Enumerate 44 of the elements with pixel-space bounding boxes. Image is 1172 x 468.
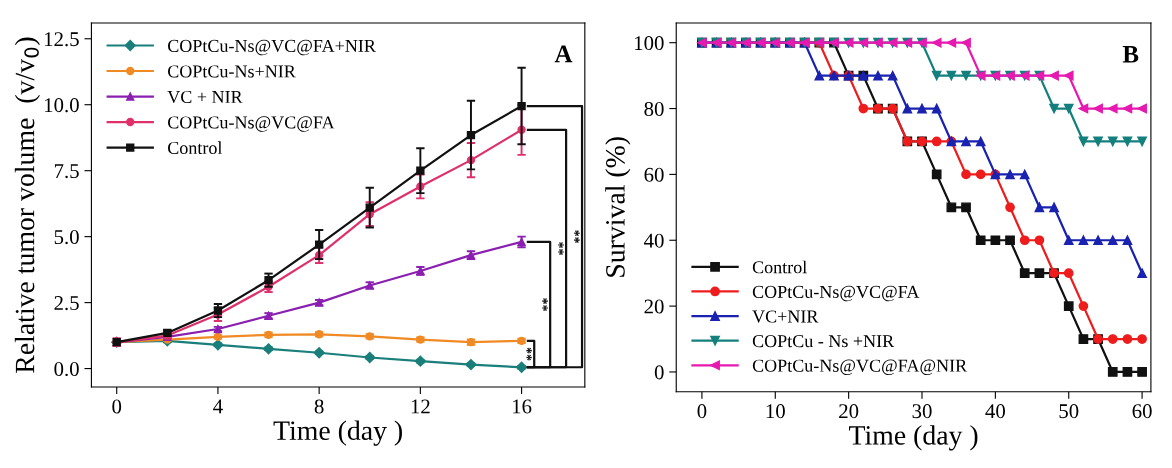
y-tick-label: 0 <box>654 365 664 380</box>
legend-label: Control <box>752 260 807 274</box>
x-tick-label: 8 <box>314 399 324 414</box>
annotation: ** <box>542 298 548 311</box>
y-tick-label: 0.0 <box>54 361 79 377</box>
legend-label: COPtCu-Ns@VC@FA <box>752 285 920 302</box>
annotation: A <box>554 45 573 63</box>
annotation: ** <box>574 230 580 244</box>
legend-label: COPtCu-Ns+NIR <box>167 65 296 78</box>
x-axis-title: Time (day ) <box>273 420 402 446</box>
annotation: ** <box>558 242 564 255</box>
legend-label: VC+NIR <box>752 310 819 323</box>
legend-label: COPtCu-Ns@VC@FA@NIR <box>752 359 968 376</box>
y-axis-title: Relative tumor volume (v/v$_{0}$) <box>14 37 41 373</box>
x-tick-label: 40 <box>985 404 1005 419</box>
x-tick-label: 50 <box>1059 404 1079 419</box>
legend-label: COPtCu-Ns@VC@FA <box>167 116 335 132</box>
legend-label: Control <box>167 141 223 155</box>
x-tick-label: 10 <box>766 404 785 419</box>
legend-label: VC + NIR <box>167 90 243 104</box>
x-tick-label: 16 <box>512 399 532 414</box>
y-tick-label: 12.5 <box>44 32 79 47</box>
annotation: ** <box>526 347 532 361</box>
y-tick-label: 20 <box>644 299 664 314</box>
x-tick-label: 12 <box>411 399 430 414</box>
x-tick-label: 30 <box>912 404 932 419</box>
y-tick-label: 80 <box>644 101 664 116</box>
legend-label: COPtCu-Ns@VC@FA+NIR <box>167 39 376 56</box>
x-tick-label: 0 <box>112 399 122 414</box>
x-tick-label: 20 <box>839 404 859 419</box>
y-tick-label: 2.5 <box>54 296 79 311</box>
y-axis-title: Survival (%) <box>605 137 631 277</box>
x-axis-title: Time (day ) <box>849 425 978 451</box>
x-tick-label: 60 <box>1132 404 1152 419</box>
annotation: B <box>1122 46 1139 63</box>
y-tick-label: 60 <box>644 167 664 182</box>
y-tick-label: 7.5 <box>54 164 79 179</box>
y-tick-label: 100 <box>635 36 664 51</box>
y-tick-label: 40 <box>644 233 664 248</box>
x-tick-label: 4 <box>213 399 223 414</box>
x-tick-label: 0 <box>697 404 707 419</box>
y-tick-label: 5.0 <box>54 230 79 245</box>
y-tick-label: 10.0 <box>44 98 79 113</box>
legend-label: COPtCu - Ns +NIR <box>752 335 895 348</box>
